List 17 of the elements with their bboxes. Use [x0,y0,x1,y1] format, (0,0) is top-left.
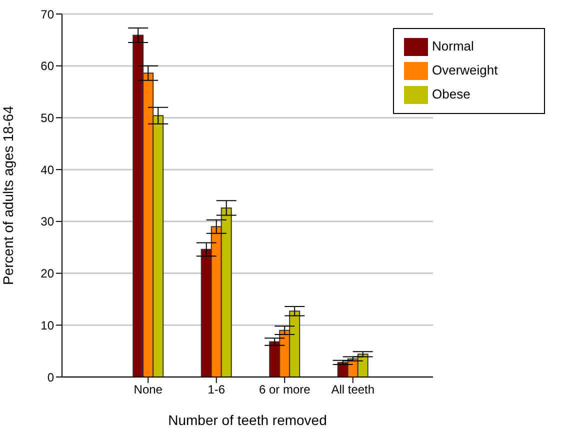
y-tick-label: 0 [47,370,54,384]
x-tick-label: 6 or more [258,382,311,397]
x-tick-label: 1-6 [208,382,226,397]
x-axis-title: Number of teeth removed [168,412,327,428]
x-tick-label: None [134,382,163,397]
y-tick-label: 60 [40,59,54,74]
y-tick-label: 40 [40,162,54,177]
y-tick-label: 10 [40,318,54,332]
y-axis-title: Percent of adults ages 18-64 [0,106,16,286]
y-tick-label: 30 [40,214,54,229]
y-tick-label: 50 [40,110,54,125]
legend-label: Normal [432,38,474,54]
legend-label: Overweight [432,62,498,78]
legend-label: Obese [432,86,470,102]
x-tick-label: All teeth [331,382,375,397]
y-tick-label: 70 [40,7,54,22]
y-tick-label: 20 [40,266,54,281]
